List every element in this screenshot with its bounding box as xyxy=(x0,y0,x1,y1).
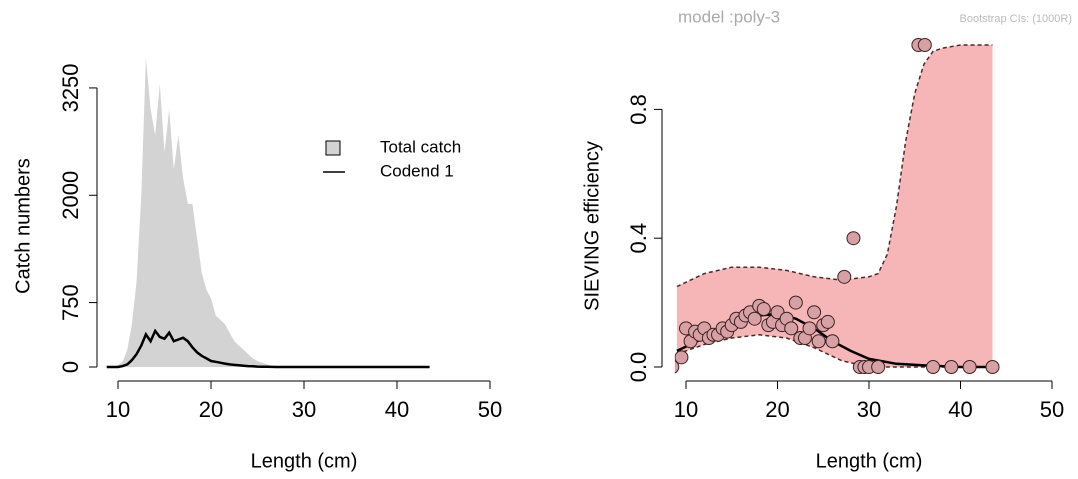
x-tick-label: 20 xyxy=(199,397,223,422)
point xyxy=(802,321,817,336)
x-tick-label: 50 xyxy=(478,397,502,422)
x-tick-label: 30 xyxy=(857,397,881,422)
point xyxy=(756,302,771,317)
ci-band xyxy=(676,45,993,367)
y-tick-label: 750 xyxy=(58,284,83,321)
legend-swatch xyxy=(325,140,341,156)
ci-upper xyxy=(676,44,993,288)
y-tick-label: 0.4 xyxy=(626,223,651,254)
point xyxy=(674,350,689,365)
line xyxy=(106,328,430,369)
panel: 10 20 30 40 50 0.0 0.4 0.8 Length (cm) SIEVING ef… xyxy=(581,7,1072,472)
point xyxy=(837,269,852,284)
point xyxy=(944,360,959,374)
point xyxy=(820,314,835,329)
point xyxy=(747,311,762,326)
chart-title: model :poly-3 xyxy=(678,7,780,26)
x-tick-label: 40 xyxy=(948,397,972,422)
point xyxy=(917,38,932,52)
y-tick-label: 0.0 xyxy=(626,352,651,383)
x-tick-label: 10 xyxy=(674,397,698,422)
x-tick-label: 30 xyxy=(292,397,316,422)
y-tick-label: 2000 xyxy=(58,171,83,220)
point xyxy=(962,360,977,374)
point xyxy=(926,360,941,374)
point xyxy=(846,231,861,246)
area xyxy=(106,57,430,367)
y-axis-title: SIEVING efficiency xyxy=(581,141,603,311)
point xyxy=(807,305,822,320)
x-tick-label: 10 xyxy=(106,397,130,422)
legend-label: Codend 1 xyxy=(380,161,454,180)
plot-area xyxy=(674,38,1000,374)
panel: 10 20 30 40 50 0 750 2000 3250 Length (cm) Catch n… xyxy=(12,57,502,472)
y-tick-label: 0.8 xyxy=(626,94,651,125)
y-axis-title: Catch numbers xyxy=(12,158,34,294)
chart-subtitle: Bootstrap CIs: (1000R) xyxy=(960,13,1073,25)
point xyxy=(811,334,826,349)
y-tick-label: 0 xyxy=(58,361,83,373)
y-tick-label: 3250 xyxy=(58,63,83,112)
legend-label: Total catch xyxy=(380,137,461,156)
x-tick-label: 50 xyxy=(1040,397,1064,422)
x-axis-title: Length (cm) xyxy=(816,450,923,472)
point xyxy=(985,360,1000,374)
point xyxy=(784,321,799,336)
x-tick-label: 20 xyxy=(765,397,789,422)
plot-area xyxy=(106,57,430,369)
point xyxy=(674,360,680,374)
point xyxy=(788,295,803,310)
point xyxy=(825,334,840,349)
x-axis-title: Length (cm) xyxy=(251,450,358,472)
point xyxy=(871,360,886,374)
x-tick-label: 40 xyxy=(385,397,409,422)
